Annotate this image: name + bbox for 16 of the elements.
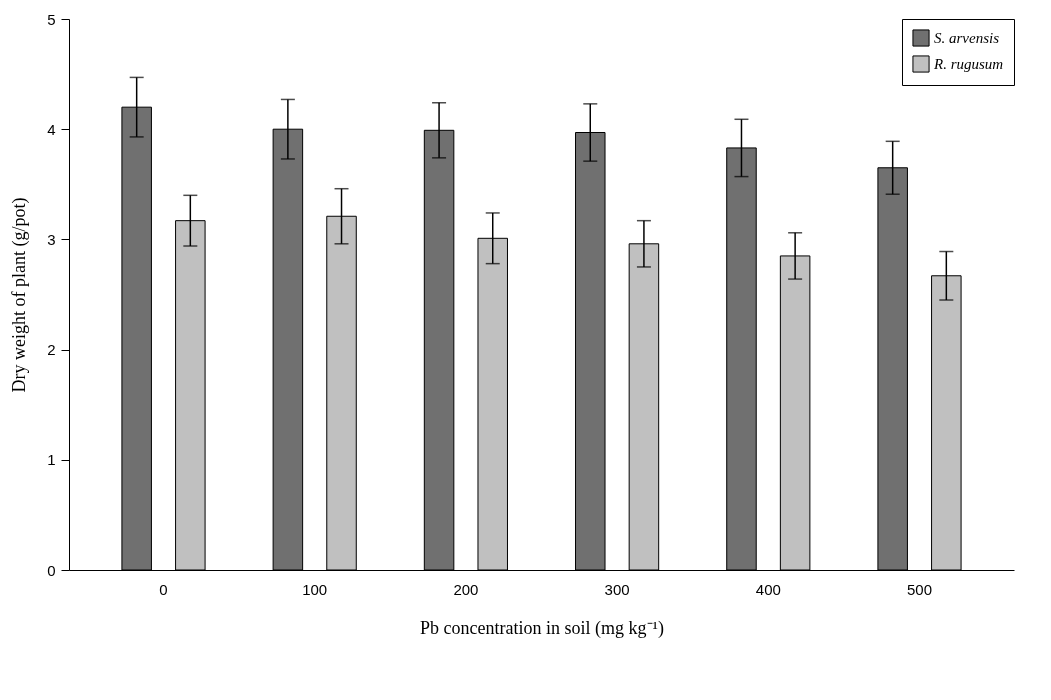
x-tick-label: 500 bbox=[906, 580, 933, 598]
y-tick-label: 3 bbox=[47, 230, 56, 248]
y-tick-label: 4 bbox=[47, 120, 56, 138]
legend-label: S. arvensis bbox=[934, 30, 1000, 46]
x-tick-label: 400 bbox=[755, 580, 781, 598]
x-tick-label: 100 bbox=[302, 580, 328, 598]
y-axis-title: Dry weight of plant (g/pot) bbox=[9, 197, 31, 393]
x-tick-label: 300 bbox=[604, 580, 630, 598]
x-tick-label: 0 bbox=[159, 580, 168, 598]
y-tick-label: 2 bbox=[47, 341, 56, 359]
x-axis-title: Pb concentration in soil (mg kg⁻¹) bbox=[420, 617, 664, 639]
legend-label: R. rugusum bbox=[933, 56, 1004, 72]
y-tick-label: 5 bbox=[47, 10, 56, 28]
y-tick-label: 0 bbox=[47, 561, 56, 579]
x-tick-label: 200 bbox=[453, 580, 479, 598]
y-tick-label: 1 bbox=[47, 451, 56, 469]
